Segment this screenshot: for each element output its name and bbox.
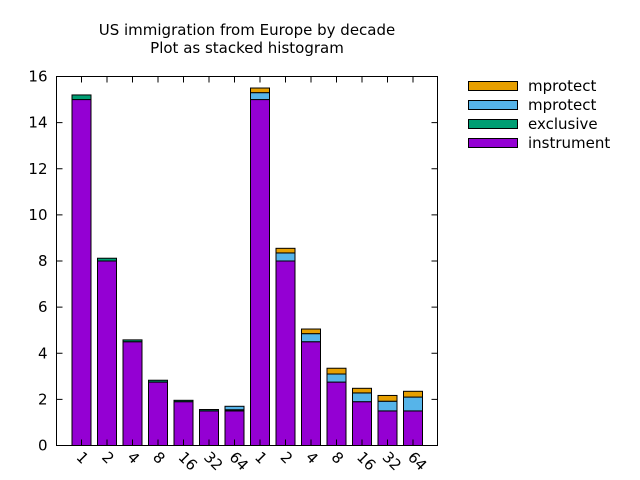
bar-segment-instrument-3 — [122, 341, 143, 446]
bar-segment-exclusive-4 — [148, 379, 168, 383]
bar-segment-instrument-11 — [326, 381, 347, 446]
bar-segment-exclusive-6 — [199, 409, 219, 412]
bar-segment-instrument-8 — [250, 99, 270, 446]
legend-swatch-instrument — [468, 138, 518, 148]
bar-segment-mprotect-12 — [352, 387, 372, 394]
bar-segment-instrument-4 — [148, 381, 168, 446]
x-tick-label: 64 — [226, 448, 252, 474]
bars-layer — [71, 87, 423, 447]
bar-segment-exclusive-3 — [122, 339, 143, 343]
bar-segment-instrument-5 — [173, 401, 194, 446]
y-tick-label: 0 — [38, 437, 48, 455]
bar-segment-mprotect-12 — [352, 392, 372, 403]
plot-border — [56, 76, 438, 446]
x-tick-label: 4 — [124, 448, 143, 467]
bar-segment-exclusive-2 — [97, 257, 117, 262]
x-tick-label: 2 — [277, 448, 296, 467]
x-tick-label: 1 — [73, 448, 92, 467]
bar-segment-exclusive-5 — [173, 399, 194, 403]
chart-subtitle: Plot as stacked histogram — [150, 39, 344, 57]
bar-segment-mprotect-7 — [224, 405, 245, 411]
bar-segment-mprotect-9 — [275, 247, 296, 254]
x-tick-label: 4 — [302, 448, 321, 467]
x-tick-label: 32 — [200, 448, 226, 474]
bar-segment-instrument-12 — [352, 401, 372, 446]
legend-label-exclusive: exclusive — [528, 115, 598, 133]
y-tick-label: 10 — [28, 206, 47, 224]
y-tick-label: 6 — [38, 298, 48, 316]
bar-segment-mprotect-10 — [301, 333, 321, 343]
y-tick-label: 8 — [38, 252, 48, 270]
bar-segment-mprotect-10 — [301, 328, 321, 335]
bar-segment-instrument-1 — [71, 99, 92, 446]
bar-segment-mprotect-14 — [403, 396, 423, 412]
chart-title: US immigration from Europe by decade — [99, 21, 396, 39]
x-tick-label: 2 — [98, 448, 117, 467]
bar-segment-exclusive-1 — [71, 94, 92, 101]
bar-segment-mprotect-13 — [377, 400, 398, 412]
x-tick-label: 8 — [149, 448, 168, 467]
y-tick-label: 2 — [38, 390, 48, 408]
bar-segment-mprotect-13 — [377, 394, 398, 402]
bar-segment-instrument-10 — [301, 341, 321, 446]
legend-swatch-exclusive — [468, 119, 518, 129]
x-tick-label: 16 — [175, 448, 201, 474]
legend-swatch-mprotect — [468, 81, 518, 91]
bar-segment-mprotect-8 — [250, 92, 270, 101]
bar-segment-mprotect-8 — [250, 87, 270, 94]
bar-segment-mprotect-11 — [326, 367, 347, 375]
x-tick-label: 8 — [328, 448, 347, 467]
bar-segment-mprotect-11 — [326, 373, 347, 383]
bar-segment-instrument-9 — [275, 260, 296, 446]
x-tick-label: 64 — [404, 448, 430, 474]
bar-segment-mprotect-9 — [275, 252, 296, 262]
x-tick-label: 32 — [379, 448, 405, 474]
y-tick-label: 12 — [28, 160, 47, 178]
bar-segment-mprotect-14 — [403, 390, 423, 398]
legend-label-instrument: instrument — [528, 134, 610, 152]
y-tick-label: 16 — [28, 68, 47, 86]
y-axis: 0 2 4 6 8 10 12 14 16 — [28, 68, 438, 455]
bar-segment-instrument-2 — [97, 260, 117, 446]
legend-label-mprotect: mprotect — [528, 96, 597, 114]
x-tick-label: 16 — [353, 448, 379, 474]
y-tick-label: 14 — [28, 114, 47, 132]
y-tick-label: 4 — [38, 344, 48, 362]
x-tick-label: 1 — [251, 448, 270, 467]
legend-swatch-mprotect — [468, 100, 518, 110]
legend-label-mprotect: mprotect — [528, 77, 597, 95]
